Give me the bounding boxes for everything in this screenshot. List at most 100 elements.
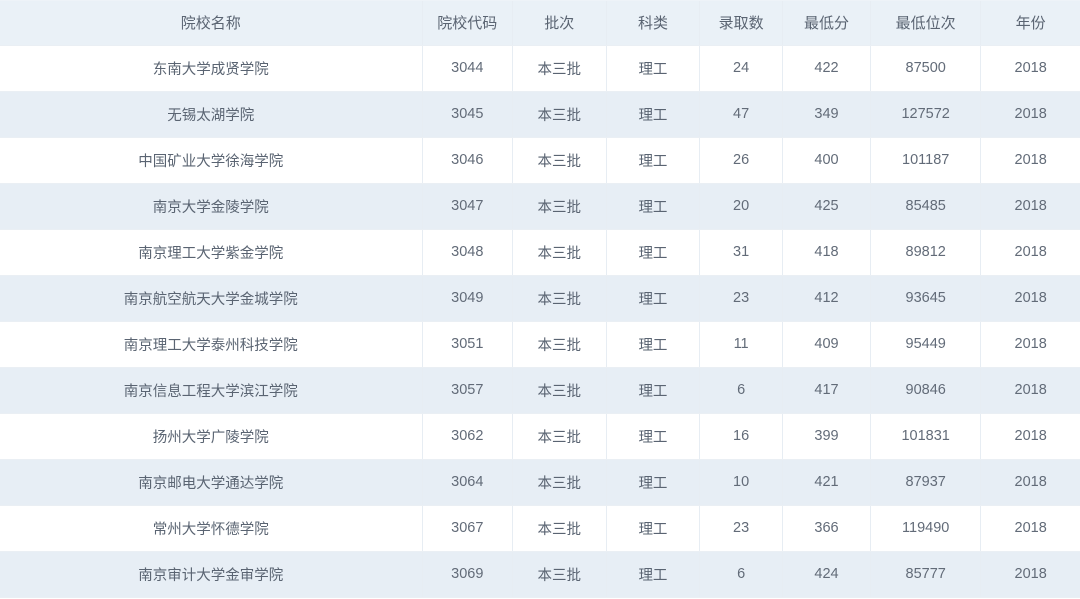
cell-school-name: 中国矿业大学徐海学院 xyxy=(0,137,423,184)
cell-min-score: 366 xyxy=(782,505,872,552)
cell-batch: 本三批 xyxy=(512,367,607,414)
cell-min-score: 421 xyxy=(782,459,872,506)
cell-school-code: 3069 xyxy=(422,551,513,598)
cell-batch: 本三批 xyxy=(512,551,607,598)
cell-min-rank: 127572 xyxy=(870,91,982,138)
cell-batch: 本三批 xyxy=(512,321,607,368)
cell-batch: 本三批 xyxy=(512,459,607,506)
cell-min-rank: 90846 xyxy=(870,367,982,414)
cell-year: 2018 xyxy=(980,413,1080,460)
table-row[interactable]: 南京邮电大学通达学院 3064 本三批 理工 10 421 87937 2018 xyxy=(0,459,1080,506)
cell-school-code: 3051 xyxy=(422,321,513,368)
cell-school-name: 无锡太湖学院 xyxy=(0,91,423,138)
cell-admitted-count: 23 xyxy=(699,505,783,552)
cell-year: 2018 xyxy=(980,229,1080,276)
cell-year: 2018 xyxy=(980,459,1080,506)
cell-min-score: 409 xyxy=(782,321,872,368)
cell-subject-type: 理工 xyxy=(606,45,701,92)
cell-school-code: 3057 xyxy=(422,367,513,414)
cell-batch: 本三批 xyxy=(512,45,607,92)
cell-subject-type: 理工 xyxy=(606,137,701,184)
cell-school-code: 3048 xyxy=(422,229,513,276)
cell-school-name: 东南大学成贤学院 xyxy=(0,45,423,92)
top-divider xyxy=(0,0,1080,1)
column-header-batch[interactable]: 批次 xyxy=(512,0,607,46)
table-row[interactable]: 南京大学金陵学院 3047 本三批 理工 20 425 85485 2018 xyxy=(0,183,1080,230)
cell-min-score: 418 xyxy=(782,229,872,276)
cell-min-score: 424 xyxy=(782,551,872,598)
table-row[interactable]: 东南大学成贤学院 3044 本三批 理工 24 422 87500 2018 xyxy=(0,45,1080,92)
column-header-subject-type[interactable]: 科类 xyxy=(606,0,701,46)
cell-min-rank: 119490 xyxy=(870,505,982,552)
column-header-school-name[interactable]: 院校名称 xyxy=(0,0,423,46)
table-body: 东南大学成贤学院 3044 本三批 理工 24 422 87500 2018 无锡太湖学院 304… xyxy=(0,45,1080,598)
table-row[interactable]: 南京信息工程大学滨江学院 3057 本三批 理工 6 417 90846 2018 xyxy=(0,367,1080,414)
cell-subject-type: 理工 xyxy=(606,459,701,506)
cell-subject-type: 理工 xyxy=(606,275,701,322)
cell-year: 2018 xyxy=(980,275,1080,322)
cell-subject-type: 理工 xyxy=(606,505,701,552)
table-row[interactable]: 常州大学怀德学院 3067 本三批 理工 23 366 119490 2018 xyxy=(0,505,1080,552)
column-header-year[interactable]: 年份 xyxy=(980,0,1080,46)
cell-min-score: 422 xyxy=(782,45,872,92)
table-row[interactable]: 扬州大学广陵学院 3062 本三批 理工 16 399 101831 2018 xyxy=(0,413,1080,460)
cell-admitted-count: 10 xyxy=(699,459,783,506)
cell-batch: 本三批 xyxy=(512,91,607,138)
cell-school-name: 南京大学金陵学院 xyxy=(0,183,423,230)
cell-school-code: 3067 xyxy=(422,505,513,552)
cell-subject-type: 理工 xyxy=(606,183,701,230)
cell-min-score: 417 xyxy=(782,367,872,414)
cell-subject-type: 理工 xyxy=(606,551,701,598)
cell-school-code: 3045 xyxy=(422,91,513,138)
cell-admitted-count: 6 xyxy=(699,367,783,414)
cell-subject-type: 理工 xyxy=(606,91,701,138)
table-header: 院校名称 院校代码 批次 科类 录取数 最低分 最低位次 年份 xyxy=(0,0,1080,46)
cell-admitted-count: 26 xyxy=(699,137,783,184)
cell-year: 2018 xyxy=(980,505,1080,552)
cell-school-code: 3064 xyxy=(422,459,513,506)
cell-school-name: 南京理工大学紫金学院 xyxy=(0,229,423,276)
table-row[interactable]: 南京航空航天大学金城学院 3049 本三批 理工 23 412 93645 2018 xyxy=(0,275,1080,322)
cell-year: 2018 xyxy=(980,321,1080,368)
cell-school-name: 南京审计大学金审学院 xyxy=(0,551,423,598)
cell-school-name: 南京邮电大学通达学院 xyxy=(0,459,423,506)
table-row[interactable]: 无锡太湖学院 3045 本三批 理工 47 349 127572 2018 xyxy=(0,91,1080,138)
cell-subject-type: 理工 xyxy=(606,367,701,414)
table-row[interactable]: 中国矿业大学徐海学院 3046 本三批 理工 26 400 101187 2018 xyxy=(0,137,1080,184)
cell-school-name: 南京航空航天大学金城学院 xyxy=(0,275,423,322)
cell-min-rank: 85485 xyxy=(870,183,982,230)
table-row[interactable]: 南京理工大学紫金学院 3048 本三批 理工 31 418 89812 2018 xyxy=(0,229,1080,276)
table-row[interactable]: 南京理工大学泰州科技学院 3051 本三批 理工 11 409 95449 2018 xyxy=(0,321,1080,368)
cell-min-rank: 101831 xyxy=(870,413,982,460)
cell-year: 2018 xyxy=(980,367,1080,414)
cell-min-rank: 89812 xyxy=(870,229,982,276)
cell-year: 2018 xyxy=(980,91,1080,138)
cell-batch: 本三批 xyxy=(512,137,607,184)
cell-admitted-count: 24 xyxy=(699,45,783,92)
cell-min-score: 349 xyxy=(782,91,872,138)
cell-admitted-count: 20 xyxy=(699,183,783,230)
cell-min-rank: 87937 xyxy=(870,459,982,506)
cell-admitted-count: 23 xyxy=(699,275,783,322)
cell-batch: 本三批 xyxy=(512,413,607,460)
cell-school-name: 南京信息工程大学滨江学院 xyxy=(0,367,423,414)
cell-subject-type: 理工 xyxy=(606,229,701,276)
cell-year: 2018 xyxy=(980,137,1080,184)
column-header-min-rank[interactable]: 最低位次 xyxy=(870,0,982,46)
column-header-school-code[interactable]: 院校代码 xyxy=(422,0,513,46)
cell-min-rank: 101187 xyxy=(870,137,982,184)
cell-min-score: 425 xyxy=(782,183,872,230)
cell-subject-type: 理工 xyxy=(606,413,701,460)
table-row[interactable]: 南京审计大学金审学院 3069 本三批 理工 6 424 85777 2018 xyxy=(0,551,1080,598)
cell-subject-type: 理工 xyxy=(606,321,701,368)
cell-year: 2018 xyxy=(980,45,1080,92)
cell-admitted-count: 16 xyxy=(699,413,783,460)
cell-min-rank: 95449 xyxy=(870,321,982,368)
cell-batch: 本三批 xyxy=(512,275,607,322)
cell-year: 2018 xyxy=(980,551,1080,598)
cell-school-name: 扬州大学广陵学院 xyxy=(0,413,423,460)
column-header-min-score[interactable]: 最低分 xyxy=(782,0,872,46)
column-header-admitted-count[interactable]: 录取数 xyxy=(699,0,783,46)
